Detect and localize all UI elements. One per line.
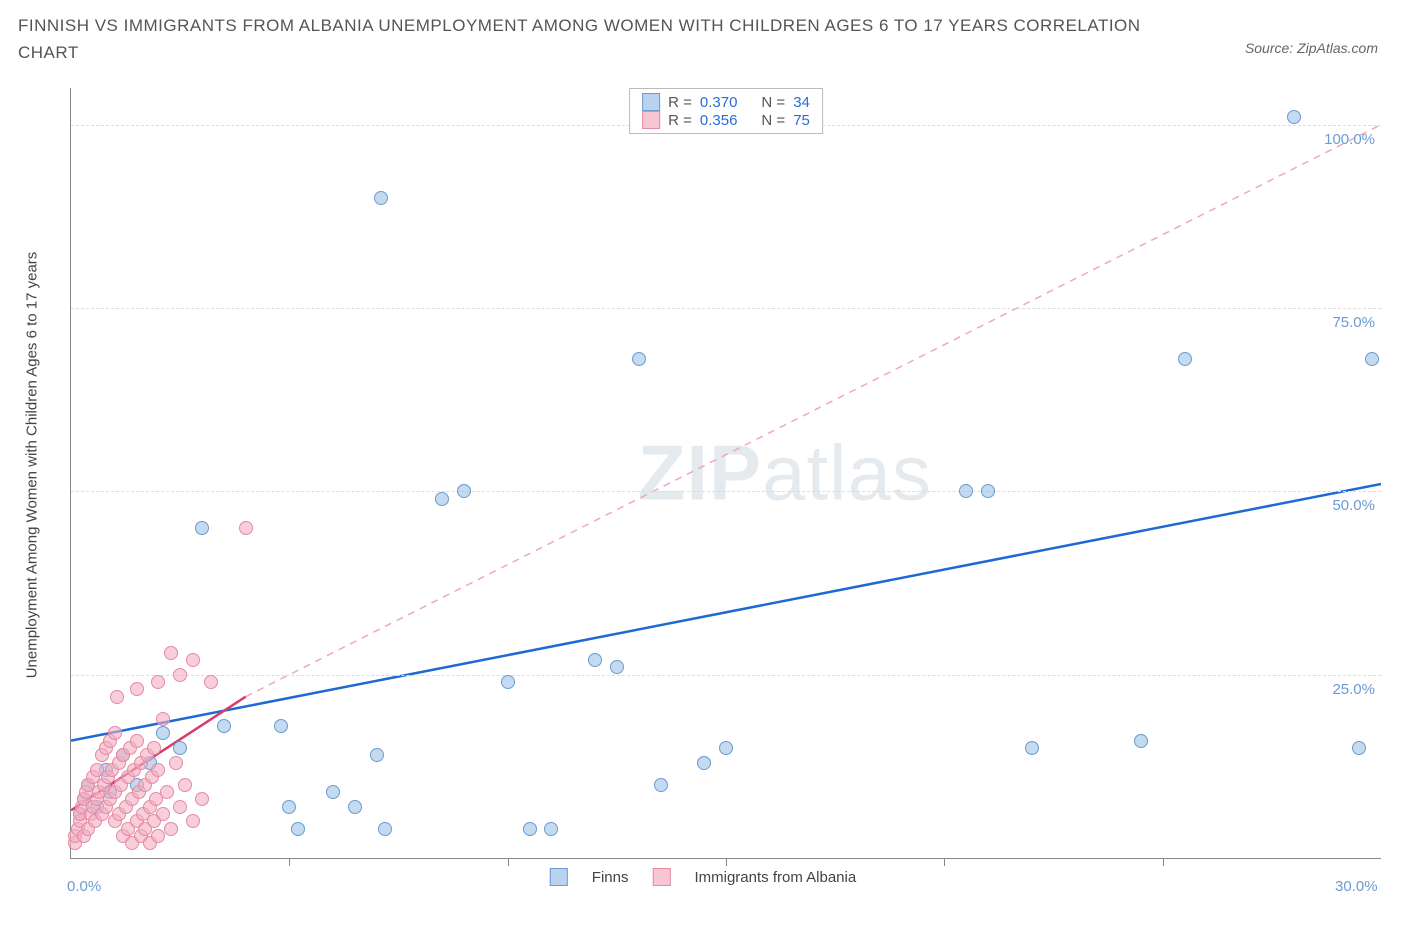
watermark: ZIPatlas [638, 428, 932, 519]
data-point-albania [164, 646, 178, 660]
y-tick-label: 75.0% [1332, 314, 1375, 331]
r-label: R = [668, 94, 692, 111]
n-label: N = [761, 94, 785, 111]
data-point-finns [291, 822, 305, 836]
legend-swatch [642, 111, 660, 129]
trend-line [246, 125, 1381, 697]
x-tick-label: 30.0% [1335, 878, 1378, 895]
y-tick-label: 25.0% [1332, 681, 1375, 698]
legend-stats-row: R = 0.370 N = 34 [642, 93, 810, 111]
n-value: 34 [793, 94, 810, 111]
data-point-finns [959, 484, 973, 498]
source-attribution: Source: ZipAtlas.com [1245, 40, 1378, 56]
data-point-albania [156, 807, 170, 821]
n-label: N = [761, 112, 785, 129]
data-point-finns [544, 822, 558, 836]
gridline [71, 308, 1381, 309]
data-point-finns [697, 756, 711, 770]
data-point-finns [370, 748, 384, 762]
data-point-albania [130, 682, 144, 696]
data-point-finns [435, 492, 449, 506]
data-point-finns [501, 675, 515, 689]
data-point-albania [110, 690, 124, 704]
legend-stats-row: R = 0.356 N = 75 [642, 111, 810, 129]
y-tick-label: 50.0% [1332, 497, 1375, 514]
y-axis-label: Unemployment Among Women with Children A… [24, 252, 41, 679]
x-tick-mark [944, 858, 945, 866]
data-point-albania [239, 521, 253, 535]
data-point-finns [156, 726, 170, 740]
legend-swatch [652, 868, 670, 886]
data-point-albania [186, 814, 200, 828]
data-point-albania [164, 822, 178, 836]
data-point-finns [378, 822, 392, 836]
data-point-finns [1134, 734, 1148, 748]
data-point-albania [156, 712, 170, 726]
data-point-finns [217, 719, 231, 733]
data-point-finns [348, 800, 362, 814]
data-point-finns [457, 484, 471, 498]
data-point-finns [173, 741, 187, 755]
data-point-albania [151, 829, 165, 843]
data-point-albania [130, 734, 144, 748]
data-point-finns [632, 352, 646, 366]
data-point-finns [326, 785, 340, 799]
legend-label: Finns [592, 869, 629, 886]
legend-swatch [550, 868, 568, 886]
data-point-finns [1178, 352, 1192, 366]
data-point-finns [610, 660, 624, 674]
data-point-albania [160, 785, 174, 799]
r-label: R = [668, 112, 692, 129]
legend-series: Finns Immigrants from Albania [550, 868, 856, 886]
data-point-albania [147, 741, 161, 755]
data-point-finns [588, 653, 602, 667]
data-point-finns [654, 778, 668, 792]
data-point-finns [274, 719, 288, 733]
x-tick-mark [289, 858, 290, 866]
data-point-albania [178, 778, 192, 792]
data-point-finns [1352, 741, 1366, 755]
data-point-finns [719, 741, 733, 755]
n-value: 75 [793, 112, 810, 129]
x-tick-mark [726, 858, 727, 866]
y-tick-label: 100.0% [1324, 131, 1375, 148]
x-tick-mark [508, 858, 509, 866]
r-value: 0.356 [700, 112, 738, 129]
data-point-finns [195, 521, 209, 535]
data-point-finns [523, 822, 537, 836]
data-point-finns [1287, 110, 1301, 124]
r-value: 0.370 [700, 94, 738, 111]
data-point-albania [173, 800, 187, 814]
data-point-albania [186, 653, 200, 667]
data-point-finns [1365, 352, 1379, 366]
data-point-albania [108, 726, 122, 740]
data-point-albania [151, 675, 165, 689]
data-point-albania [151, 763, 165, 777]
data-point-finns [981, 484, 995, 498]
trend-line [71, 484, 1381, 741]
data-point-albania [173, 668, 187, 682]
x-tick-label: 0.0% [67, 878, 101, 895]
legend-swatch [642, 93, 660, 111]
x-tick-mark [1163, 858, 1164, 866]
data-point-finns [282, 800, 296, 814]
data-point-finns [1025, 741, 1039, 755]
legend-label: Immigrants from Albania [694, 869, 856, 886]
legend-stats: R = 0.370 N = 34 R = 0.356 N = 75 [629, 88, 823, 134]
data-point-albania [195, 792, 209, 806]
data-point-albania [204, 675, 218, 689]
data-point-albania [169, 756, 183, 770]
gridline [71, 675, 1381, 676]
data-point-finns [374, 191, 388, 205]
plot-area: ZIPatlas R = 0.370 N = 34 R = 0.356 N = 75 25.0… [70, 88, 1381, 859]
gridline [71, 491, 1381, 492]
chart-title: FINNISH VS IMMIGRANTS FROM ALBANIA UNEMP… [18, 12, 1206, 66]
